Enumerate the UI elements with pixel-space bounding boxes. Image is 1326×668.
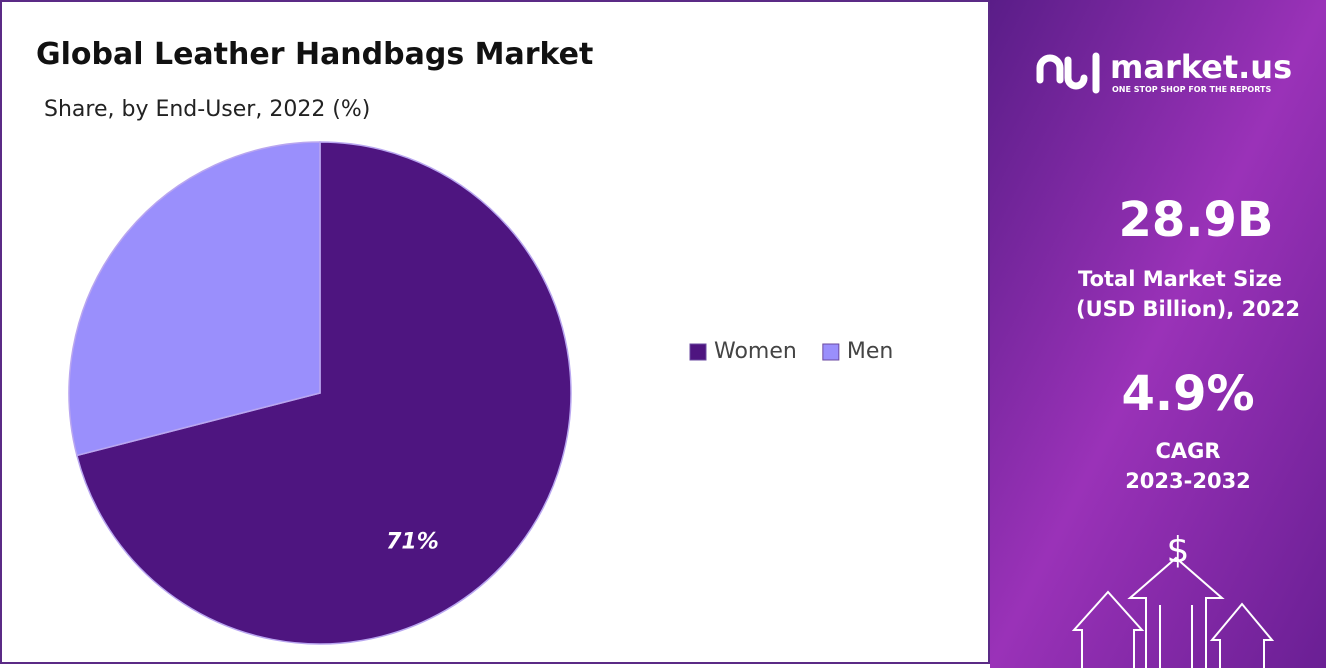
pie-slice [75, 141, 572, 645]
logo [1036, 52, 1100, 94]
icon-symbol: $ [1167, 530, 1190, 571]
market-size-label: (USD Billion), 2022 [1076, 297, 1300, 321]
tagline: ONE STOP SHOP FOR THE REPORTS [1112, 85, 1271, 94]
legend-swatch [822, 343, 840, 361]
chart-title: Global Leather Handbags Market [36, 37, 593, 72]
value-label: 71% [386, 529, 439, 554]
chart-subtitle: Share, by End-User, 2022 (%) [44, 97, 370, 122]
legend-label: Men [847, 339, 893, 364]
pie-slice [68, 141, 321, 457]
brand: market.us [1110, 48, 1292, 86]
pie: 71% [68, 141, 572, 645]
cagr-label: 2023-2032 [1125, 469, 1251, 493]
market-size-label: Total Market Size [1078, 267, 1282, 291]
side-panel [990, 0, 1326, 668]
market-size: 28.9B [1118, 192, 1273, 248]
arrows-icon [1071, 556, 1275, 668]
cagr-label: CAGR [1155, 439, 1220, 463]
legend-swatch [689, 343, 707, 361]
legend-label: Women [714, 339, 797, 364]
legend: Women Men [689, 339, 893, 364]
cagr: 4.9% [1121, 366, 1254, 422]
